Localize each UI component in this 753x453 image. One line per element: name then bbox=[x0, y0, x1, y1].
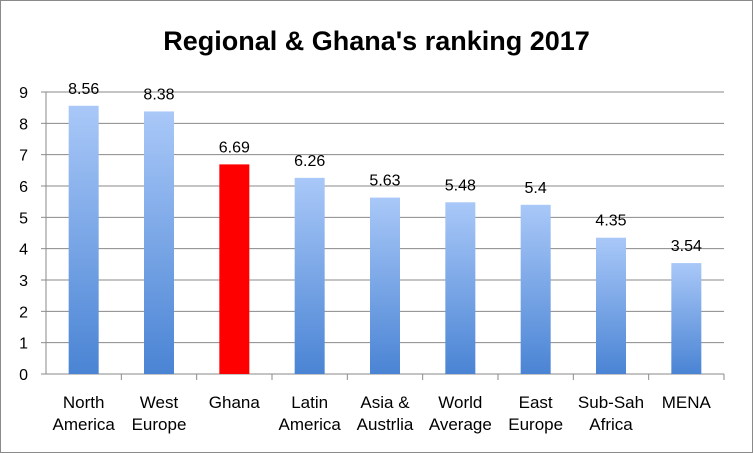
y-tick-label: 7 bbox=[19, 148, 28, 165]
data-label: 3.54 bbox=[671, 238, 702, 255]
y-tick-label: 6 bbox=[19, 179, 28, 196]
x-tick-label: North America bbox=[52, 393, 115, 434]
data-label: 5.48 bbox=[445, 177, 476, 194]
bar bbox=[370, 197, 400, 374]
data-label: 8.38 bbox=[143, 86, 174, 103]
bar bbox=[596, 237, 626, 374]
bar bbox=[219, 164, 250, 374]
x-tick-label: East Europe bbox=[508, 393, 563, 434]
bar bbox=[294, 177, 325, 374]
x-tick-label: West Europe bbox=[132, 393, 187, 434]
data-label: 4.35 bbox=[595, 213, 626, 230]
x-tick-label: MENA bbox=[662, 393, 712, 412]
data-label: 5.63 bbox=[369, 173, 400, 190]
x-tick-label: Sub-Sah Africa bbox=[578, 393, 644, 434]
y-tick-label: 4 bbox=[19, 242, 28, 259]
y-tick-label: 2 bbox=[19, 304, 28, 321]
y-tick-label: 9 bbox=[19, 85, 28, 102]
bar bbox=[445, 202, 476, 374]
x-tick-label: World Average bbox=[429, 393, 492, 434]
data-label: 8.56 bbox=[68, 81, 99, 98]
y-tick-label: 3 bbox=[19, 273, 28, 290]
y-tick-label: 8 bbox=[19, 116, 28, 133]
data-label: 6.69 bbox=[219, 139, 250, 156]
x-tick-label: Latin America bbox=[278, 393, 341, 434]
bar bbox=[68, 105, 99, 374]
y-tick-label: 5 bbox=[19, 210, 28, 227]
data-label: 5.4 bbox=[525, 180, 547, 197]
chart-title: Regional & Ghana's ranking 2017 bbox=[163, 26, 590, 56]
bar bbox=[671, 263, 702, 374]
y-tick-label: 0 bbox=[19, 367, 28, 384]
x-tick-label: Ghana bbox=[209, 393, 261, 412]
data-label: 6.26 bbox=[294, 153, 325, 170]
bar bbox=[520, 204, 551, 374]
x-tick-label: Asia & Austrlia bbox=[357, 393, 414, 434]
bar bbox=[144, 111, 174, 374]
y-tick-label: 1 bbox=[19, 336, 28, 353]
